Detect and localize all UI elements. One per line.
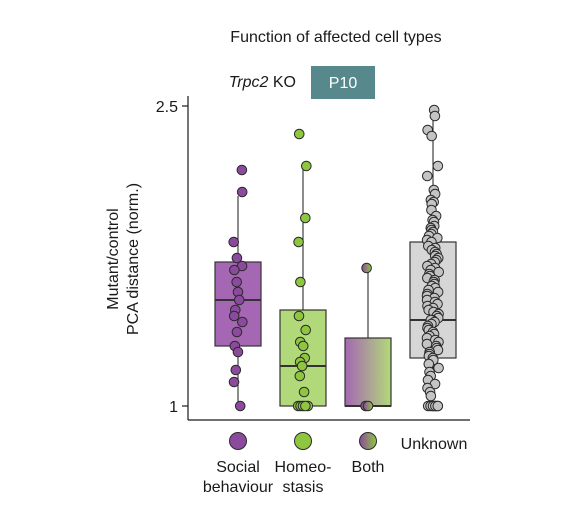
- genotype-label: Trpc2 KO: [229, 74, 296, 91]
- genotype-suffix: KO: [268, 74, 296, 91]
- x-category-homeo: Homeo-stasis: [275, 432, 332, 496]
- x-category-both: Both: [352, 432, 385, 476]
- data-point: [293, 128, 305, 140]
- x-category-unknown: Unknown: [401, 436, 468, 453]
- y-axis-label-line1: Mutant/control: [105, 208, 122, 309]
- data-point: [361, 262, 372, 274]
- data-point: [300, 400, 311, 412]
- svg-text:Trpc2 KO: Trpc2 KO: [229, 74, 296, 91]
- category-marker: [359, 432, 377, 450]
- x-category-social: Social behaviour: [203, 432, 274, 496]
- x-tick-label: Unknown: [401, 436, 468, 453]
- axes: 2.51: [156, 96, 470, 421]
- data-point: [295, 276, 306, 288]
- data-point: [421, 170, 433, 182]
- data-point: [232, 346, 244, 358]
- x-tick-label: Homeo-: [275, 459, 332, 476]
- age-badge: P10: [311, 66, 375, 99]
- y-axis-label: Mutant/control PCA distance (norm.): [105, 183, 142, 335]
- data-point: [300, 324, 312, 336]
- data-point: [231, 252, 243, 264]
- y-axis-label-line2: PCA distance (norm.): [125, 183, 142, 335]
- x-tick-label: stasis: [283, 479, 324, 496]
- data-point: [293, 310, 305, 322]
- data-point: [432, 400, 444, 412]
- x-tick-label: behaviour: [203, 479, 274, 496]
- data-point: [228, 376, 240, 388]
- data-point: [237, 316, 248, 328]
- data-point: [433, 362, 444, 374]
- chart-title: Function of affected cell types: [230, 29, 441, 46]
- data-point: [228, 310, 240, 322]
- data-point: [233, 294, 245, 306]
- data-point: [293, 236, 304, 248]
- age-badge-label: P10: [329, 75, 358, 92]
- x-tick-label: Both: [352, 459, 385, 476]
- category-marker: [294, 432, 312, 450]
- data-point: [296, 360, 308, 372]
- iqr-box: [344, 337, 392, 407]
- data-point: [236, 164, 248, 176]
- data-point: [301, 160, 312, 172]
- data-point: [300, 212, 311, 224]
- data-points: [228, 104, 445, 412]
- data-point: [429, 110, 441, 122]
- data-point: [297, 340, 309, 352]
- data-point: [231, 276, 242, 288]
- data-point: [236, 186, 248, 198]
- data-point: [425, 390, 437, 402]
- data-point: [230, 364, 242, 376]
- box-both: [344, 268, 392, 407]
- data-point: [426, 130, 437, 142]
- age-badge-background: [311, 66, 375, 99]
- data-point: [229, 264, 240, 276]
- x-tick-label: Social: [216, 459, 260, 476]
- data-point: [234, 400, 246, 412]
- genotype-gene: Trpc2: [229, 74, 269, 91]
- data-point: [294, 370, 306, 382]
- data-point: [231, 326, 243, 338]
- data-point: [228, 236, 240, 248]
- data-point: [432, 160, 444, 172]
- data-point: [298, 386, 310, 398]
- y-tick-label: 2.5: [156, 99, 178, 116]
- boxes: [214, 110, 457, 407]
- data-point: [362, 400, 374, 412]
- category-marker: [229, 432, 247, 450]
- y-tick-label: 1: [169, 399, 178, 416]
